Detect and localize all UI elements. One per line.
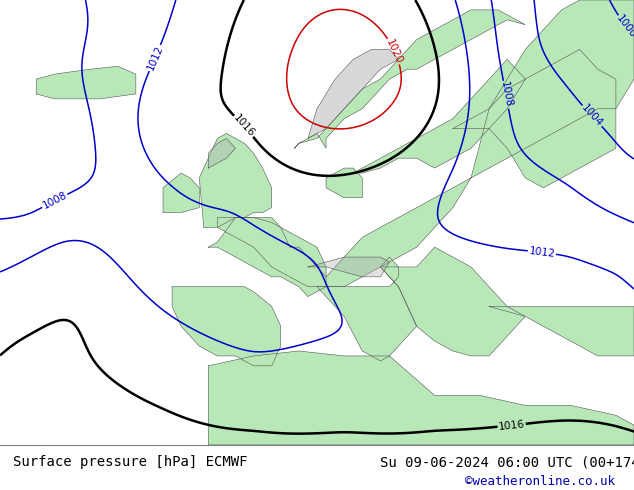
Polygon shape	[453, 49, 616, 188]
Polygon shape	[326, 168, 362, 198]
Text: 1008: 1008	[499, 81, 514, 109]
Text: 1016: 1016	[231, 113, 257, 139]
Polygon shape	[353, 59, 526, 173]
Polygon shape	[380, 247, 526, 356]
Text: 1004: 1004	[579, 103, 605, 129]
Polygon shape	[163, 173, 199, 213]
Polygon shape	[36, 66, 136, 99]
Polygon shape	[199, 133, 272, 227]
Text: Su 09-06-2024 06:00 UTC (00+174): Su 09-06-2024 06:00 UTC (00+174)	[380, 455, 634, 469]
Polygon shape	[489, 307, 634, 356]
Text: 1008: 1008	[41, 190, 68, 211]
Polygon shape	[209, 351, 634, 445]
Text: 1016: 1016	[498, 419, 526, 432]
Polygon shape	[308, 49, 399, 138]
Text: 1012: 1012	[145, 44, 165, 72]
Polygon shape	[209, 218, 326, 296]
Polygon shape	[217, 178, 471, 287]
Polygon shape	[172, 287, 281, 366]
Text: 1000: 1000	[614, 13, 634, 40]
Text: 1012: 1012	[528, 246, 555, 259]
Polygon shape	[209, 138, 235, 168]
Text: Surface pressure [hPa] ECMWF: Surface pressure [hPa] ECMWF	[13, 455, 247, 469]
Polygon shape	[471, 0, 634, 178]
Text: ©weatheronline.co.uk: ©weatheronline.co.uk	[465, 475, 615, 489]
Text: 1020: 1020	[384, 37, 404, 65]
Polygon shape	[308, 257, 389, 277]
Polygon shape	[294, 10, 526, 148]
Polygon shape	[317, 257, 417, 361]
